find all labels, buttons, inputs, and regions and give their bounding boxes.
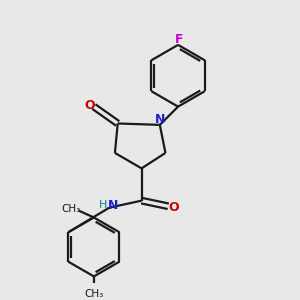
Text: O: O	[84, 99, 95, 112]
Text: CH₃: CH₃	[84, 289, 104, 299]
Text: N: N	[155, 113, 166, 126]
Text: H: H	[99, 200, 107, 210]
Text: F: F	[175, 33, 184, 46]
Text: CH₃: CH₃	[62, 204, 81, 214]
Text: O: O	[168, 201, 178, 214]
Text: N: N	[108, 199, 119, 212]
